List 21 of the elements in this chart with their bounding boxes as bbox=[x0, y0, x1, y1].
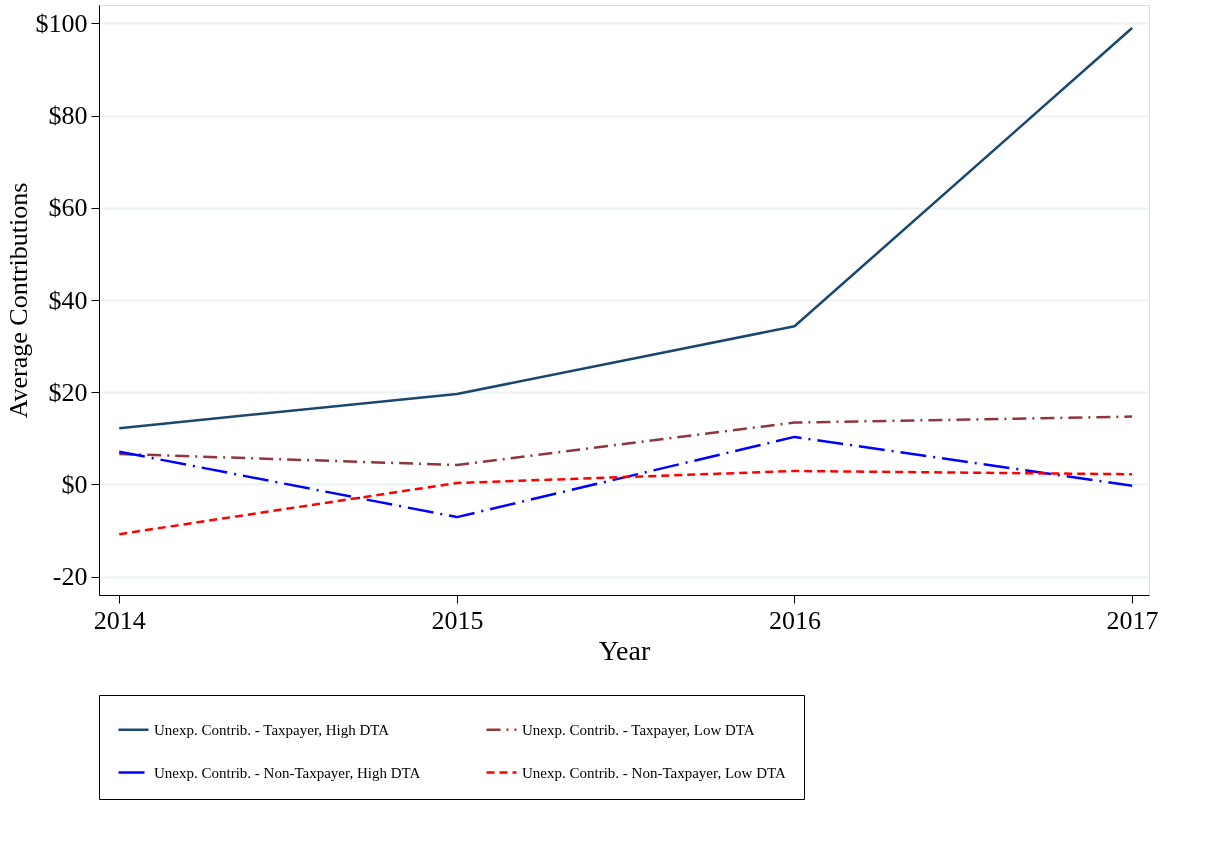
y-tick-label: $20 bbox=[48, 377, 88, 407]
x-tick-label: 2017 bbox=[1106, 605, 1159, 635]
y-tick-label: $0 bbox=[61, 469, 88, 499]
y-tick-label: $60 bbox=[48, 193, 88, 223]
legend-label: Unexp. Contrib. - Non-Taxpayer, High DTA bbox=[154, 764, 421, 781]
line-series bbox=[118, 469, 1134, 536]
legend-label: Unexp. Contrib. - Taxpayer, Low DTA bbox=[522, 721, 755, 738]
y-tick-label: -20 bbox=[52, 562, 88, 592]
legend-label: Unexp. Contrib. - Non-Taxpayer, Low DTA bbox=[522, 764, 786, 781]
y-tick-label: $100 bbox=[35, 8, 88, 38]
y-axis-title: Average Contributions bbox=[3, 182, 33, 419]
y-tick-label: $40 bbox=[48, 285, 88, 315]
line-series bbox=[118, 435, 1134, 519]
y-tick-label: $80 bbox=[48, 101, 88, 131]
x-tick-label: 2015 bbox=[431, 605, 484, 635]
legend-label: Unexp. Contrib. - Taxpayer, High DTA bbox=[154, 721, 390, 738]
line-series bbox=[118, 26, 1134, 430]
line-series bbox=[118, 415, 1134, 467]
x-tick-label: 2016 bbox=[769, 605, 821, 635]
x-axis-title: Year bbox=[598, 634, 651, 666]
x-tick-label: 2014 bbox=[93, 605, 146, 635]
